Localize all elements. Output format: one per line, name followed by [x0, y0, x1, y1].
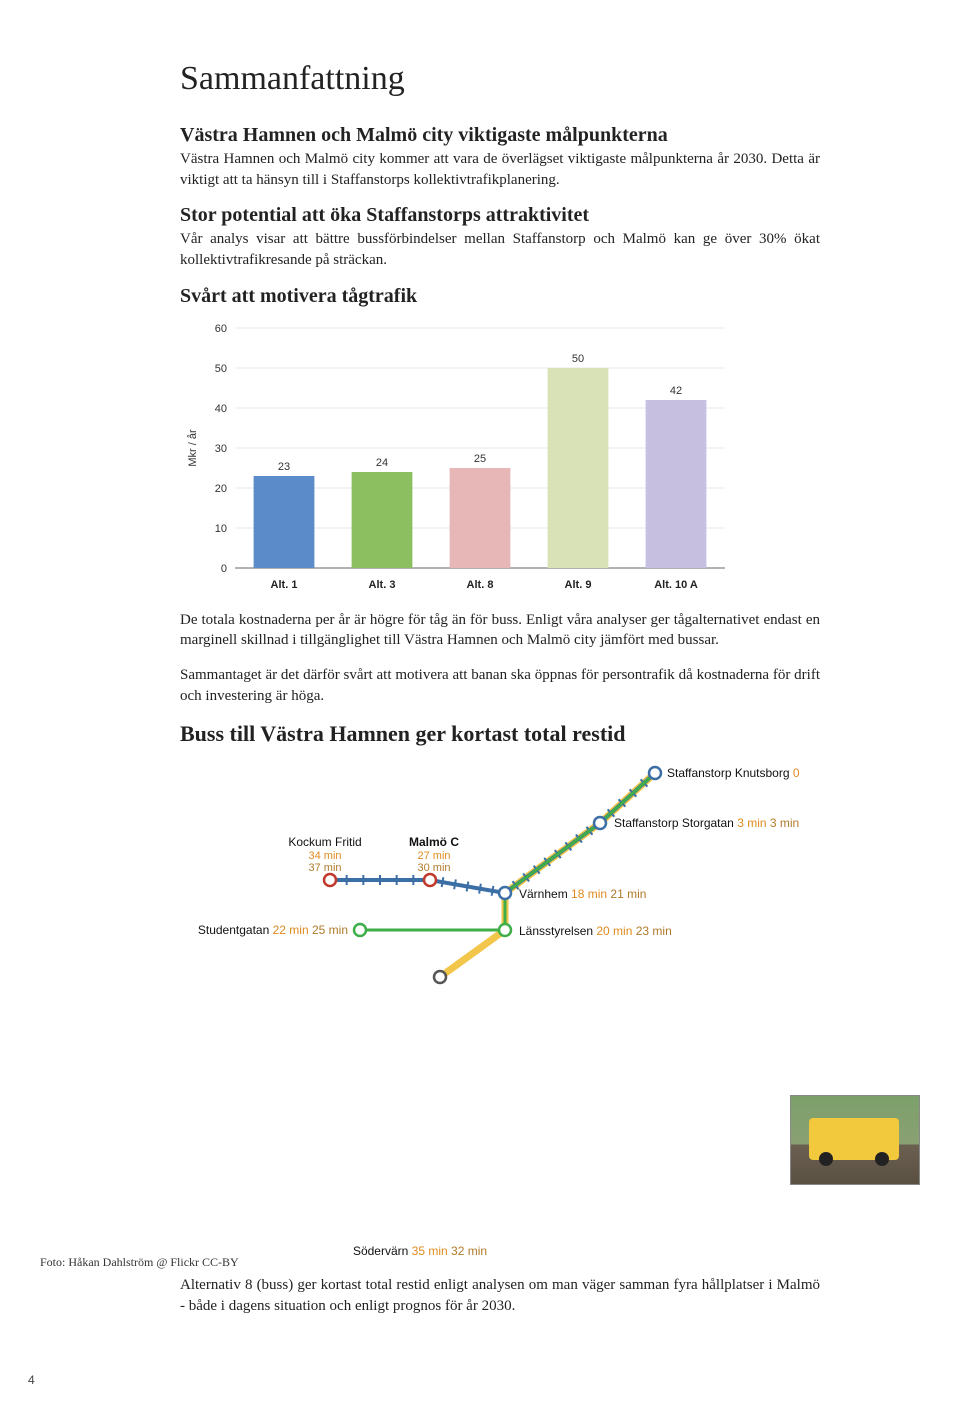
- bus-icon: [809, 1118, 899, 1160]
- svg-text:Kockum Fritid: Kockum Fritid: [288, 835, 361, 849]
- svg-text:10: 10: [215, 523, 227, 535]
- svg-text:Staffanstorp Knutsborg 0 min 0: Staffanstorp Knutsborg 0 min 0 min: [667, 766, 800, 780]
- svg-text:37 min: 37 min: [308, 862, 341, 874]
- sodervarn-name: Södervärn: [353, 1244, 408, 1258]
- section2-body: Vår analys visar att bättre bussförbinde…: [180, 229, 820, 270]
- sodervarn-label-row: Södervärn 35 min 32 min: [320, 1244, 520, 1258]
- svg-text:50: 50: [215, 363, 227, 375]
- photo-credit: Foto: Håkan Dahlström @ Flickr CC-BY: [40, 1255, 239, 1270]
- section1-body: Västra Hamnen och Malmö city kommer att …: [180, 149, 820, 190]
- section2-heading: Stor potential att öka Staffanstorps att…: [180, 204, 820, 227]
- svg-text:0: 0: [221, 563, 227, 575]
- chart-caption-2: Sammantaget är det därför svårt att moti…: [180, 665, 820, 706]
- bus-photo: [790, 1095, 920, 1185]
- svg-text:40: 40: [215, 403, 227, 415]
- sodervarn-t1: 35 min: [412, 1244, 448, 1258]
- route-diagram: Staffanstorp Knutsborg 0 min 0 min Staffa…: [180, 755, 800, 995]
- cost-bar-chart: 0 10 20 30 40 50 60 Mkr / år 23 Alt. 1 24 Alt. 3 25 A…: [180, 318, 740, 598]
- svg-text:30 min: 30 min: [417, 862, 450, 874]
- page-title: Sammanfattning: [180, 60, 820, 98]
- svg-text:Mkr / år: Mkr / år: [187, 429, 199, 467]
- svg-text:Staffanstorp Storgatan 3 min 3: Staffanstorp Storgatan 3 min 3 min: [614, 816, 799, 830]
- svg-text:30: 30: [215, 443, 227, 455]
- svg-text:60: 60: [215, 323, 227, 335]
- bottom-paragraph: Alternativ 8 (buss) ger kortast total re…: [180, 1275, 820, 1316]
- svg-text:24: 24: [376, 457, 388, 469]
- sodervarn-t2: 32 min: [451, 1244, 487, 1258]
- svg-text:25: 25: [474, 453, 486, 465]
- svg-text:34 min: 34 min: [308, 850, 341, 862]
- svg-text:27 min: 27 min: [417, 850, 450, 862]
- svg-text:42: 42: [670, 385, 682, 397]
- section4-heading: Buss till Västra Hamnen ger kortast tota…: [180, 721, 820, 747]
- svg-text:20: 20: [215, 483, 227, 495]
- section1-heading: Västra Hamnen och Malmö city viktigaste …: [180, 124, 820, 147]
- svg-text:Malmö C: Malmö C: [409, 835, 459, 849]
- svg-text:Länsstyrelsen 20 min 23 min: Länsstyrelsen 20 min 23 min: [519, 924, 672, 938]
- svg-text:Alt. 10 A: Alt. 10 A: [654, 579, 698, 591]
- svg-text:Alt. 8: Alt. 8: [467, 579, 494, 591]
- svg-text:50: 50: [572, 353, 584, 365]
- section3-heading: Svårt att motivera tågtrafik: [180, 285, 820, 308]
- chart-caption-1: De totala kostnaderna per år är högre fö…: [180, 610, 820, 651]
- page-number: 4: [28, 1373, 35, 1387]
- svg-text:23: 23: [278, 461, 290, 473]
- svg-text:Studentgatan 22 min 25 min: Studentgatan 22 min 25 min: [198, 923, 348, 937]
- svg-text:Alt. 3: Alt. 3: [369, 579, 396, 591]
- svg-text:Värnhem 18 min 21 min: Värnhem 18 min 21 min: [519, 887, 646, 901]
- svg-text:Alt. 1: Alt. 1: [271, 579, 298, 591]
- svg-text:Alt. 9: Alt. 9: [565, 579, 592, 591]
